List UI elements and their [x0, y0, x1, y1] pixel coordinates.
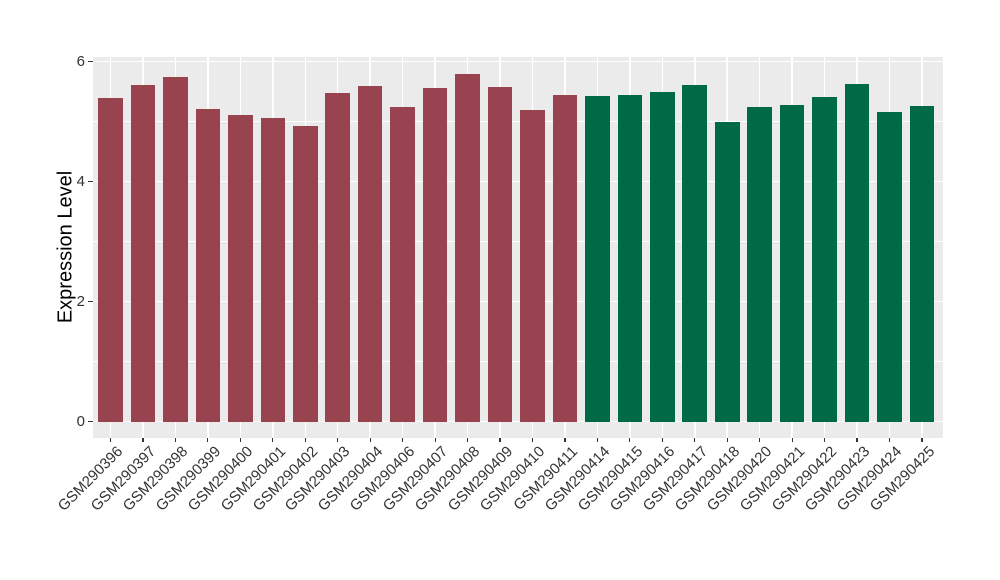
x-tick [726, 438, 728, 442]
x-tick [109, 438, 112, 442]
x-tick [531, 438, 534, 442]
bar-GSM290404 [357, 85, 383, 422]
x-tick [564, 438, 566, 442]
bar-GSM290411 [552, 94, 578, 422]
x-tick [402, 438, 404, 442]
x-tick [661, 438, 663, 442]
bar-GSM290399 [195, 108, 221, 422]
x-tick [694, 438, 696, 442]
x-tick [369, 438, 371, 442]
y-tick [88, 61, 93, 63]
x-tick [174, 438, 176, 442]
bar-GSM290402 [292, 125, 318, 422]
x-tick [596, 438, 598, 442]
bar-GSM290415 [617, 95, 643, 422]
bar-GSM290403 [325, 92, 350, 422]
bar-GSM290408 [455, 73, 480, 422]
bar-GSM290407 [422, 88, 448, 422]
x-tick [304, 438, 306, 442]
x-tick [856, 438, 858, 442]
h-gridline-minor [93, 121, 943, 123]
x-tick [142, 438, 144, 442]
x-tick [499, 438, 501, 442]
bar-GSM290423 [844, 83, 870, 422]
h-gridline-minor [93, 361, 943, 363]
bar-GSM290410 [520, 109, 545, 422]
y-tick-label: 2 [76, 292, 85, 310]
bar-GSM290398 [163, 76, 188, 422]
h-gridline-major [93, 180, 943, 183]
x-tick [434, 438, 436, 442]
y-tick [88, 421, 93, 423]
bar-GSM290406 [390, 106, 415, 422]
x-tick [629, 438, 631, 442]
bar-GSM290397 [130, 84, 156, 422]
x-tick [888, 438, 891, 442]
bar-GSM290400 [228, 114, 253, 422]
plot-panel [93, 57, 943, 438]
x-tick [759, 438, 761, 442]
x-tick [466, 438, 469, 442]
bar-GSM290414 [585, 95, 610, 422]
y-tick [88, 301, 93, 303]
y-tick [88, 181, 93, 183]
x-tick [921, 438, 923, 442]
bar-GSM290421 [779, 104, 805, 422]
bar-GSM290396 [98, 97, 123, 422]
x-tick [239, 438, 241, 442]
bar-GSM290422 [812, 96, 837, 422]
bar-GSM290409 [487, 86, 513, 422]
h-gridline-major [93, 60, 943, 63]
bar-GSM290420 [747, 107, 772, 422]
x-tick [207, 438, 209, 442]
h-gridline-major [93, 300, 943, 303]
bar-GSM290418 [714, 121, 740, 422]
bar-GSM290425 [909, 106, 935, 422]
y-tick-label: 6 [76, 52, 85, 70]
h-gridline-major [93, 420, 943, 423]
y-tick-label: 4 [76, 172, 85, 190]
x-tick [337, 438, 339, 442]
h-gridline-minor [93, 241, 943, 243]
bar-GSM290417 [682, 84, 708, 422]
x-tick [791, 438, 793, 442]
x-tick [272, 438, 274, 442]
bar-GSM290416 [650, 91, 675, 422]
bar-GSM290424 [877, 111, 902, 422]
bar-GSM290401 [260, 117, 286, 422]
y-tick-label: 0 [76, 412, 85, 430]
x-tick [824, 438, 826, 442]
